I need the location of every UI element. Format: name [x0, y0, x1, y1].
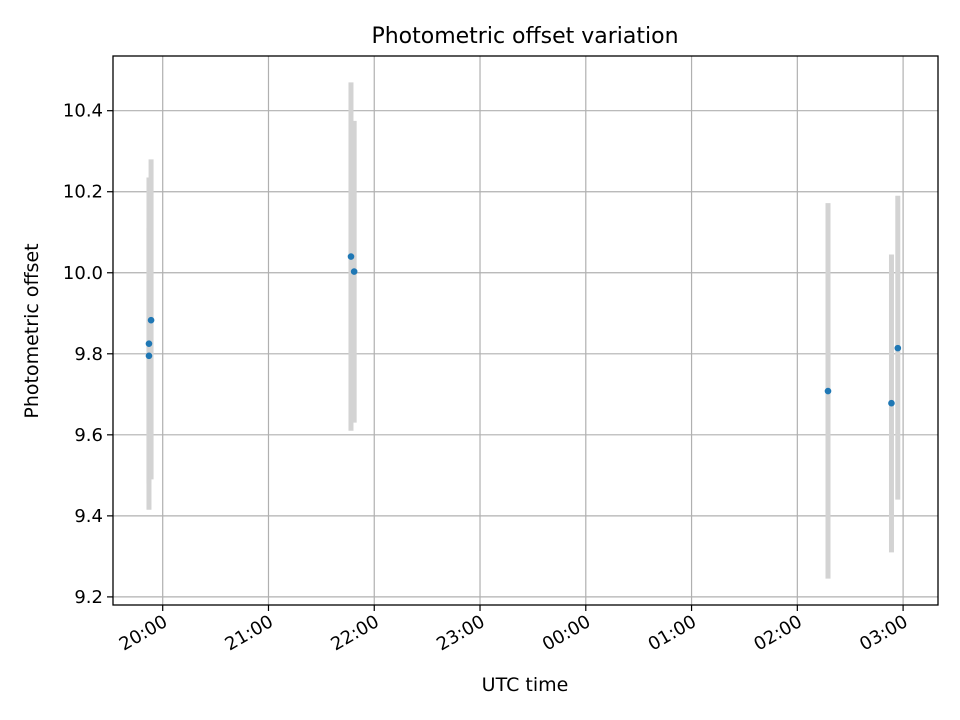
y-tick-label: 10.0 [63, 263, 103, 284]
data-point [347, 253, 355, 260]
y-tick-label: 10.4 [63, 101, 103, 122]
data-point [888, 399, 895, 407]
y-tick-label: 9.6 [74, 425, 103, 446]
x-axis-label: UTC time [482, 674, 569, 696]
data-point [145, 352, 153, 360]
data-point [824, 387, 832, 395]
data-point [894, 344, 902, 352]
data-point [350, 268, 358, 275]
y-tick-label: 9.2 [74, 587, 103, 608]
data-point [147, 316, 155, 324]
grid [113, 56, 938, 605]
plot-frame [112, 55, 939, 606]
y-axis-ticks: 9.2 9.4 9.6 9.8 10.0 10.2 10.4 [63, 101, 113, 608]
y-tick-label: 9.8 [74, 344, 103, 365]
data-point [145, 340, 153, 347]
y-tick-label: 10.2 [63, 182, 103, 203]
y-axis-label: Photometric offset [21, 243, 43, 418]
chart-title: Photometric offset variation [371, 24, 678, 49]
data-points [145, 253, 902, 407]
y-tick-label: 9.4 [74, 506, 103, 527]
